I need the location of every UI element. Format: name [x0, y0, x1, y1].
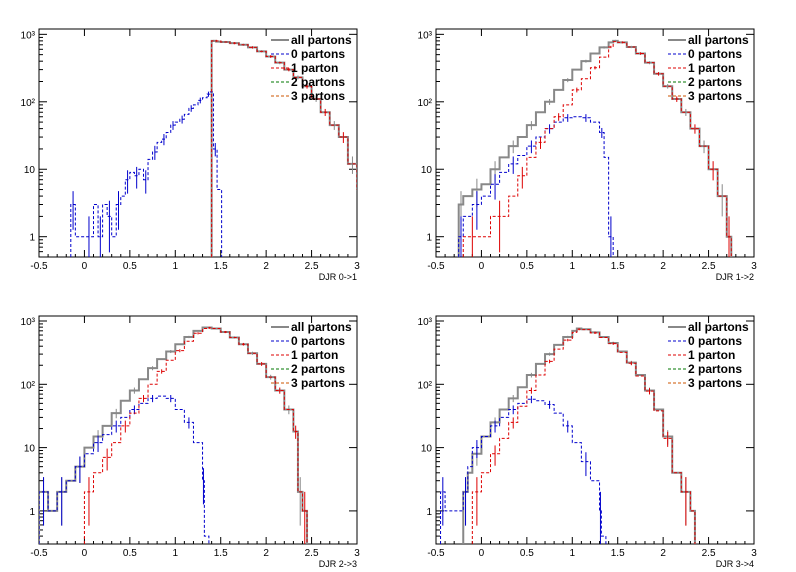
y-tick-label: 10³	[21, 317, 36, 328]
y-tick-label: 10	[24, 444, 36, 455]
panel-4: -0.5 0 0.5 1 1.5 2 2.5 3 1 10 10² 10³ DJR 3->4 all pa…	[418, 315, 757, 569]
x-tick-label: 1	[570, 261, 576, 272]
x-tick-label: 2.5	[702, 261, 716, 272]
y-tick-label: 10³	[418, 317, 433, 328]
x-tick-label: 1	[570, 548, 576, 559]
y-tick-label: 1	[29, 233, 35, 244]
x-tick-label: 1.5	[214, 261, 228, 272]
x-axis-title: DJR 2->3	[319, 559, 357, 569]
x-tick-label: 0.5	[123, 548, 137, 559]
x-tick-label: 1.5	[611, 548, 625, 559]
x-tick-label: 3	[751, 261, 757, 272]
series-group	[39, 326, 309, 544]
y-tick-label: 10²	[418, 380, 433, 391]
y-tick-label: 10²	[21, 98, 36, 109]
plot-frame	[435, 28, 755, 258]
legend-label: 0 partons	[291, 334, 345, 348]
y-tick-label: 10	[24, 165, 36, 176]
panel-3: -0.5 0 0.5 1 1.5 2 2.5 3 1 10 10² 10³ DJR 2->3 all pa…	[21, 315, 360, 569]
legend-label: 1 parton	[688, 348, 735, 362]
series-0-partons	[39, 395, 210, 544]
series-0-partons	[70, 91, 223, 257]
x-tick-label: 2	[660, 548, 666, 559]
legend-label: 3 partons	[688, 376, 742, 390]
series-0-partons	[458, 116, 614, 257]
x-tick-label: 1	[173, 261, 179, 272]
series-group	[440, 327, 696, 544]
x-tick-label: 3	[354, 261, 360, 272]
x-tick-label: 0	[479, 261, 485, 272]
x-tick-label: 0	[82, 548, 88, 559]
legend-label: 2 partons	[291, 75, 345, 89]
x-tick-label: 2	[263, 261, 269, 272]
x-tick-label: -0.5	[30, 261, 48, 272]
plot-frame	[435, 315, 755, 545]
x-tick-label: 2	[263, 548, 269, 559]
y-tick-label: 10	[421, 165, 433, 176]
legend-label: all partons	[688, 320, 749, 334]
y-tick-label: 1	[426, 233, 432, 244]
legend-label: 3 partons	[291, 89, 345, 103]
series-all-partons	[462, 327, 696, 544]
legend-label: all partons	[291, 320, 352, 334]
legend-label: 2 partons	[688, 75, 742, 89]
y-tick-label: 10²	[21, 380, 36, 391]
x-tick-label: 0	[82, 261, 88, 272]
panel-2: -0.5 0 0.5 1 1.5 2 2.5 3 1 10 10² 10³ DJR 1->2 all pa…	[418, 28, 757, 282]
series-1-parton	[83, 327, 308, 544]
series-group	[70, 39, 357, 257]
x-tick-label: 0.5	[123, 261, 137, 272]
legend-label: all partons	[291, 33, 352, 47]
panel-1: -0.5 0 0.5 1 1.5 2 2.5 3 1 10 10² 10³ DJR 0->1 all pa…	[21, 28, 360, 282]
x-tick-label: 1.5	[611, 261, 625, 272]
legend-label: 1 parton	[291, 61, 338, 75]
x-tick-label: 3	[354, 548, 360, 559]
x-tick-label: -0.5	[427, 261, 445, 272]
y-tick-label: 1	[29, 507, 35, 518]
legend-label: 2 partons	[688, 362, 742, 376]
legend-label: all partons	[688, 33, 749, 47]
series-1-parton	[462, 41, 732, 257]
y-tick-label: 1	[426, 507, 432, 518]
legend-label: 1 parton	[291, 348, 338, 362]
legend-label: 3 partons	[291, 376, 345, 390]
series-all-partons	[210, 39, 357, 257]
y-tick-label: 10³	[21, 30, 36, 41]
y-tick-label: 10³	[418, 30, 433, 41]
plot-frame	[38, 28, 358, 258]
x-tick-label: 2.5	[305, 548, 319, 559]
x-tick-label: -0.5	[30, 548, 48, 559]
x-tick-label: -0.5	[427, 548, 445, 559]
x-tick-label: 0	[479, 548, 485, 559]
series-group	[457, 39, 733, 257]
x-tick-label: 2.5	[305, 261, 319, 272]
x-axis-title: DJR 0->1	[319, 272, 357, 282]
plot-frame	[38, 315, 358, 545]
x-tick-label: 2	[660, 261, 666, 272]
x-tick-label: 3	[751, 548, 757, 559]
x-tick-label: 1.5	[214, 548, 228, 559]
x-tick-label: 2.5	[702, 548, 716, 559]
legend-label: 2 partons	[291, 362, 345, 376]
legend-label: 1 parton	[688, 61, 735, 75]
legend-label: 0 partons	[688, 47, 742, 61]
legend-label: 0 partons	[291, 47, 345, 61]
x-tick-label: 1	[173, 548, 179, 559]
x-axis-title: DJR 3->4	[716, 559, 754, 569]
legend-label: 3 partons	[688, 89, 742, 103]
series-1-parton	[471, 328, 696, 544]
y-tick-label: 10	[421, 444, 433, 455]
legend-label: 0 partons	[688, 334, 742, 348]
x-tick-label: 0.5	[520, 548, 534, 559]
x-tick-label: 0.5	[520, 261, 534, 272]
series-1-parton	[211, 40, 357, 257]
y-tick-label: 10²	[418, 98, 433, 109]
x-axis-title: DJR 1->2	[716, 272, 754, 282]
